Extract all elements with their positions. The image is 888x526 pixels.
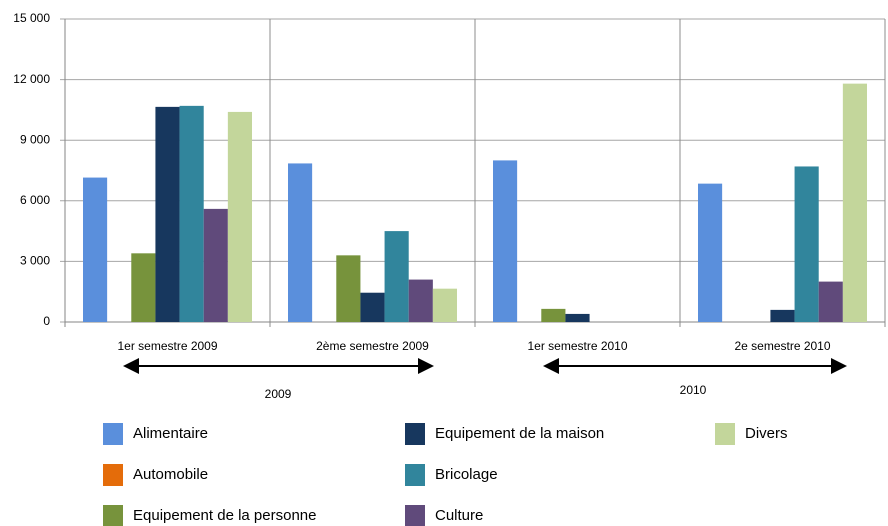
bar bbox=[384, 231, 409, 322]
bar bbox=[842, 83, 867, 322]
x-tick-label: 1er semestre 2009 bbox=[117, 339, 217, 353]
legend-label: Alimentaire bbox=[133, 425, 208, 442]
bar bbox=[360, 292, 385, 322]
legend-label: Bricolage bbox=[435, 466, 498, 483]
bar bbox=[794, 166, 819, 322]
year-label: 2009 bbox=[265, 387, 292, 401]
bar bbox=[203, 208, 228, 322]
bar bbox=[179, 105, 204, 322]
bar bbox=[227, 111, 252, 322]
bar bbox=[408, 279, 433, 322]
legend-swatch bbox=[405, 423, 425, 445]
legend-swatch bbox=[103, 464, 123, 486]
year-label: 2010 bbox=[680, 383, 707, 397]
y-tick-label: 6 000 bbox=[20, 193, 50, 207]
bar bbox=[565, 313, 590, 322]
legend-label: Culture bbox=[435, 507, 483, 524]
x-tick-label: 2ème semestre 2009 bbox=[316, 339, 429, 353]
y-tick-label: 3 000 bbox=[20, 254, 50, 268]
legend-swatch bbox=[405, 505, 425, 526]
bar bbox=[541, 308, 566, 322]
bar bbox=[493, 160, 518, 322]
y-tick-label: 9 000 bbox=[20, 132, 50, 146]
legend-label: Equipement de la maison bbox=[435, 425, 604, 442]
y-tick-label: 0 bbox=[43, 314, 50, 328]
legend-label: Divers bbox=[745, 425, 788, 442]
bar bbox=[818, 281, 843, 322]
bar bbox=[83, 177, 108, 322]
bar bbox=[155, 106, 180, 323]
legend-swatch bbox=[103, 423, 123, 445]
bar bbox=[698, 183, 723, 322]
bar bbox=[131, 253, 156, 322]
bar bbox=[770, 309, 795, 322]
y-tick-label: 12 000 bbox=[13, 72, 50, 86]
legend-swatch bbox=[405, 464, 425, 486]
legend-label: Equipement de la personne bbox=[133, 507, 316, 524]
bar bbox=[336, 255, 361, 322]
legend-swatch bbox=[103, 505, 123, 526]
x-tick-label: 2e semestre 2010 bbox=[734, 339, 830, 353]
x-tick-label: 1er semestre 2010 bbox=[527, 339, 627, 353]
y-tick-label: 15 000 bbox=[13, 11, 50, 25]
legend-label: Automobile bbox=[133, 466, 208, 483]
bar bbox=[432, 288, 457, 322]
bar bbox=[288, 163, 313, 322]
legend-swatch bbox=[715, 423, 735, 445]
